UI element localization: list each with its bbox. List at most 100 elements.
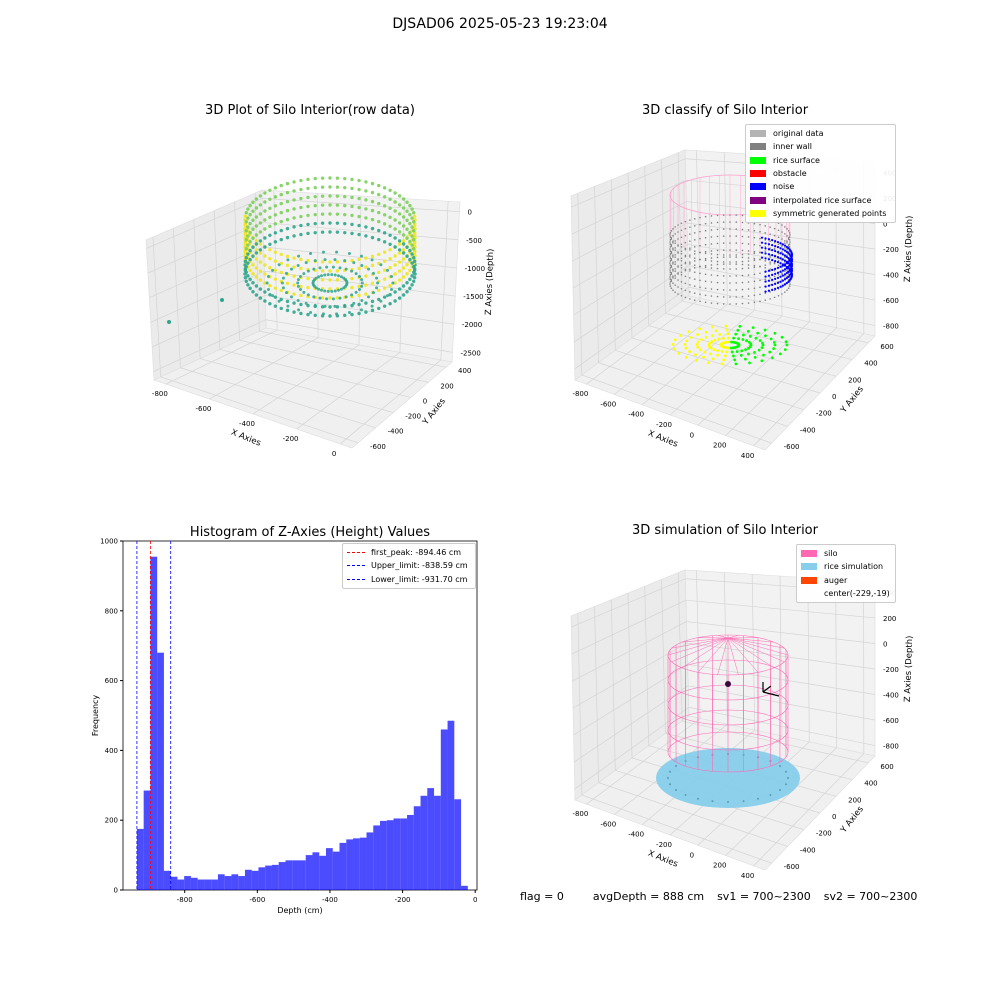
wall-point <box>279 228 283 233</box>
rice-point <box>669 783 672 786</box>
wall-point <box>377 270 381 275</box>
floor-point <box>289 295 293 299</box>
inner-wall-point <box>672 228 674 230</box>
inner-wall-point <box>777 243 780 246</box>
wall-point <box>335 176 340 180</box>
inner-wall-point <box>747 288 750 290</box>
wall-point <box>350 312 354 317</box>
noise-point <box>783 249 787 252</box>
wall-point <box>328 287 332 291</box>
x-axis-label: X Axies <box>646 429 679 450</box>
grid-line <box>259 330 447 368</box>
wall-point <box>335 185 340 189</box>
noise-point <box>779 242 782 245</box>
floor-point <box>360 284 364 288</box>
surface-point <box>725 328 729 332</box>
inner-wall-point <box>704 250 707 253</box>
y-tick-label: 600 <box>880 343 893 351</box>
grid-line <box>572 621 687 682</box>
z-tick-label: -1000 <box>465 265 485 273</box>
z-axis-label: Z Axies (Depth) <box>484 248 496 315</box>
histogram-bar <box>265 865 272 890</box>
inner-wall-point <box>741 302 744 305</box>
y-tick-label: -400 <box>800 426 816 434</box>
floor-point <box>313 259 317 263</box>
inner-wall-point <box>722 235 725 237</box>
histogram-bar <box>238 876 245 890</box>
x-tick-label: 200 <box>713 862 726 870</box>
inner-wall-point <box>674 284 676 286</box>
silo-roof-wire <box>727 635 739 639</box>
wall-point <box>258 194 263 198</box>
wall-point <box>320 296 325 300</box>
inner-wall-point <box>680 236 683 239</box>
wall-point <box>388 283 392 288</box>
inner-wall-point <box>735 221 738 223</box>
simulation-geometry <box>656 634 800 808</box>
grid-line <box>234 201 240 341</box>
wall-point <box>320 212 325 216</box>
wall-point <box>364 310 368 314</box>
inner-wall-point <box>759 230 761 233</box>
wall-point <box>251 218 255 222</box>
surface-point <box>683 343 687 346</box>
y-tick-label: 0 <box>423 397 427 405</box>
x-axis-label: X Axies <box>229 428 262 449</box>
noise-point <box>760 241 764 244</box>
noise-point <box>774 267 777 270</box>
surface-point <box>722 358 726 362</box>
surface-point <box>761 341 764 345</box>
inner-wall-point <box>689 298 691 300</box>
wall-point <box>350 186 354 191</box>
wall-point <box>248 248 252 253</box>
histogram-bar <box>224 876 232 890</box>
noise-point <box>767 279 771 282</box>
panel-histogram: Histogram of Z-Axies (Height) Values -80… <box>80 520 500 920</box>
inner-wall-point <box>759 223 761 226</box>
wall-point <box>258 260 263 264</box>
inner-wall-point <box>710 253 713 255</box>
wall-point <box>397 248 402 252</box>
grid-line <box>688 286 876 326</box>
grid-line <box>688 706 876 746</box>
wall-point <box>268 224 272 229</box>
wall-point <box>397 203 402 207</box>
surface-point <box>696 333 700 336</box>
wall-point <box>364 265 368 269</box>
noise-point <box>785 262 788 265</box>
floor-point <box>370 304 374 308</box>
legend-swatch <box>750 130 766 138</box>
wall-point <box>343 221 347 226</box>
noise-point <box>774 250 777 253</box>
floor-point <box>323 304 327 308</box>
inner-wall-point <box>684 262 687 265</box>
inner-wall-point <box>669 234 671 236</box>
legend-label: center(-229,-19) <box>824 589 890 599</box>
wall-point <box>273 222 278 226</box>
wall-point <box>248 277 252 282</box>
wall-point <box>401 248 406 252</box>
wall-point <box>405 281 409 285</box>
inner-wall-point <box>781 273 783 275</box>
surface-point <box>725 340 729 344</box>
histogram-bar <box>217 874 225 890</box>
floor-point <box>344 267 348 271</box>
histogram-bar <box>190 877 198 890</box>
inner-wall-point <box>735 256 738 258</box>
noise-point <box>776 286 780 289</box>
inner-wall-point <box>784 247 786 249</box>
wall-point <box>388 292 392 297</box>
inner-wall-point <box>729 261 731 263</box>
inner-wall-point <box>677 293 679 295</box>
inner-wall-point <box>699 237 701 240</box>
noise-point <box>779 252 782 255</box>
inner-wall-point <box>669 281 672 283</box>
wall-point <box>279 192 283 197</box>
rice-point <box>784 770 787 773</box>
wall-point <box>410 283 414 287</box>
panel-title: 3D simulation of Silo Interior <box>632 523 818 538</box>
inner-wall-point <box>787 287 790 289</box>
surface-point <box>704 335 708 339</box>
grid-line <box>200 358 394 413</box>
inner-wall-point <box>704 273 707 276</box>
